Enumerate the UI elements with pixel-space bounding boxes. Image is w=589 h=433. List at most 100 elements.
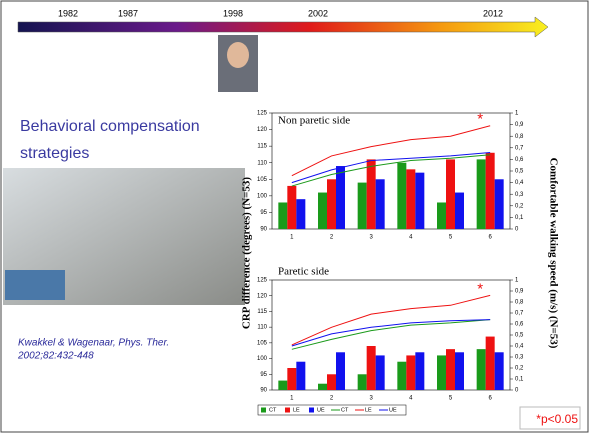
y-tick-label: 110 <box>257 325 267 331</box>
significance-star: * <box>477 111 483 128</box>
y-tick-label: 125 <box>257 111 268 117</box>
significance-star: * <box>477 280 483 297</box>
bar <box>287 368 297 390</box>
heading: Behavioral compensation <box>20 118 200 135</box>
bar <box>446 349 455 390</box>
chart-title: Paretic side <box>278 266 329 278</box>
bar <box>366 159 376 229</box>
y-axis-label: CRP difference (degrees) (N=53) <box>241 177 253 330</box>
y2-tick-label: 0,9 <box>515 122 524 128</box>
y-tick-label: 115 <box>257 144 267 150</box>
portrait-face <box>227 42 249 68</box>
y2-tick-label: 0,1 <box>515 215 524 221</box>
y-tick-label: 100 <box>257 356 268 362</box>
y-tick-label: 120 <box>257 127 268 133</box>
y2-tick-label: 0 <box>515 388 519 394</box>
line-series <box>291 125 491 177</box>
bar <box>357 182 367 229</box>
y2-tick-label: 1 <box>515 111 519 117</box>
y2-tick-label: 0,8 <box>515 300 524 306</box>
bar <box>278 202 288 229</box>
y2-tick-label: 0,5 <box>515 333 524 339</box>
y2-axis-label: Comfortable walking speed (m/s) (N=53) <box>547 158 559 349</box>
y-tick-label: 90 <box>260 388 267 394</box>
y2-tick-label: 0,5 <box>515 169 524 175</box>
bar <box>485 336 495 390</box>
bar <box>318 192 327 229</box>
legend-label: LE <box>365 407 372 413</box>
legend-swatch <box>285 407 290 413</box>
y2-tick-label: 0,1 <box>515 377 524 383</box>
bar <box>415 352 425 390</box>
bar <box>296 361 306 390</box>
footnote-box <box>519 406 581 430</box>
y-tick-label: 115 <box>257 309 267 315</box>
bar <box>406 169 416 229</box>
legend-swatch <box>309 407 314 413</box>
bar <box>485 152 495 229</box>
bar <box>336 352 345 390</box>
bar <box>357 374 367 390</box>
legend-label: LE <box>293 407 300 413</box>
footnote: *p<0.05 <box>536 412 578 426</box>
y2-tick-label: 0,9 <box>515 289 524 295</box>
y2-tick-label: 0,7 <box>515 145 524 151</box>
timeline-year: 1998 <box>223 8 243 18</box>
timeline-year: 2002 <box>308 8 328 18</box>
bar <box>476 349 486 390</box>
citation: 2002;82:432-448 <box>17 351 94 362</box>
bar <box>327 374 336 390</box>
bar <box>375 179 385 229</box>
x-tick-label: 3 <box>369 396 373 402</box>
legend-swatch <box>261 407 266 413</box>
x-tick-label: 6 <box>488 396 492 402</box>
bar <box>437 355 446 390</box>
y-tick-label: 120 <box>257 293 268 299</box>
timeline-year: 1982 <box>58 8 78 18</box>
y2-tick-label: 0,8 <box>515 134 524 140</box>
x-tick-label: 5 <box>449 396 453 402</box>
x-tick-label: 3 <box>369 235 373 241</box>
y2-tick-label: 0,2 <box>515 366 524 372</box>
bar <box>397 162 407 229</box>
x-tick-label: 6 <box>488 235 492 241</box>
timeline-arrow <box>17 16 549 38</box>
x-tick-label: 2 <box>330 396 334 402</box>
bar <box>287 185 297 229</box>
line-series <box>291 154 491 187</box>
y-tick-label: 95 <box>260 210 267 216</box>
bar <box>366 346 376 390</box>
timeline-year: 1987 <box>118 8 138 18</box>
legend-label: CT <box>269 407 277 413</box>
y-tick-label: 90 <box>260 227 267 233</box>
x-tick-label: 1 <box>290 396 294 402</box>
line-series <box>291 151 491 184</box>
y2-tick-label: 0,3 <box>515 192 524 198</box>
bar <box>318 383 327 390</box>
y-tick-label: 105 <box>257 340 268 346</box>
y-tick-label: 125 <box>257 278 268 284</box>
y2-tick-label: 1 <box>515 278 519 284</box>
bar <box>336 166 345 229</box>
line-series <box>291 319 491 350</box>
citation: Kwakkel & Wagenaar, Phys. Ther. <box>18 338 169 349</box>
y2-tick-label: 0,4 <box>515 344 524 350</box>
y-tick-label: 105 <box>257 177 268 183</box>
y2-tick-label: 0,4 <box>515 180 524 186</box>
y2-tick-label: 0,6 <box>515 322 524 328</box>
line-series <box>291 294 491 346</box>
y2-tick-label: 0,2 <box>515 203 524 209</box>
y-tick-label: 110 <box>257 160 267 166</box>
line-series <box>291 319 491 347</box>
bar <box>278 380 288 390</box>
x-tick-label: 4 <box>409 396 413 402</box>
bar <box>296 199 306 229</box>
photo-equipment <box>5 270 65 300</box>
y2-tick-label: 0,6 <box>515 157 524 163</box>
y2-tick-label: 0,7 <box>515 311 524 317</box>
y-tick-label: 95 <box>260 372 267 378</box>
bar <box>455 192 464 229</box>
bar <box>327 179 336 229</box>
bar <box>397 361 407 390</box>
